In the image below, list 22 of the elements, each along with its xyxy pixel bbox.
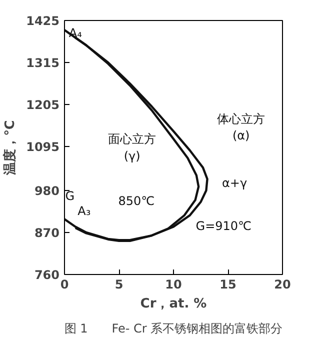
annotation: α+γ: [222, 176, 248, 190]
x-tick-label: 5: [114, 278, 124, 292]
annotation: G: [65, 188, 75, 203]
y-tick-label: 1095: [26, 140, 60, 154]
y-tick-label: 760: [34, 268, 60, 282]
y-tick-label: 1315: [26, 56, 60, 70]
y-axis-title: 温度，℃: [2, 120, 18, 176]
y-tick-label: 1425: [26, 14, 60, 28]
annotation: 体心立方 (α): [217, 112, 266, 143]
x-tick-label: 20: [274, 278, 291, 292]
annotation: G=910℃: [196, 219, 252, 234]
x-tick-label: 15: [220, 278, 236, 292]
annotation: 850℃: [118, 194, 155, 208]
y-tick-label: 870: [34, 226, 60, 240]
caption: 图 1 Fe- Cr 系不锈钢相图的富铁部分: [64, 322, 283, 336]
x-tick-label: 0: [60, 278, 69, 292]
y-tick-label: 1205: [26, 98, 60, 112]
annotation: A₃: [78, 204, 91, 218]
y-tick-label: 980: [34, 184, 60, 198]
x-tick-label: 10: [165, 278, 182, 292]
annotation: 面心立方 (γ): [108, 132, 156, 163]
x-axis-title: Cr，at. %: [140, 296, 207, 312]
